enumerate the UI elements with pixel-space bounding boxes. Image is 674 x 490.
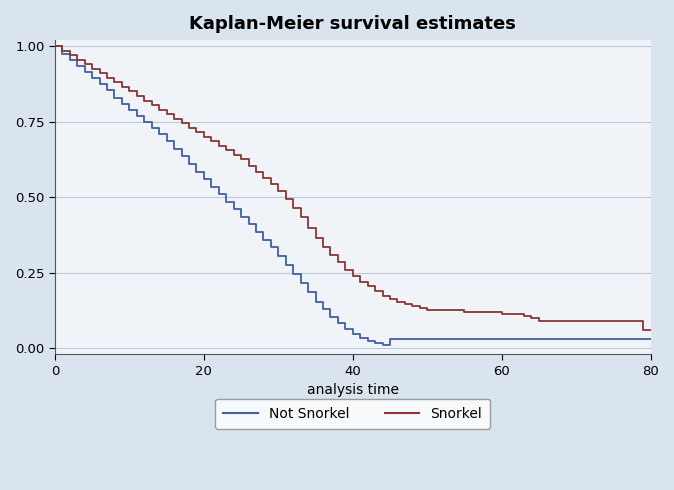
Title: Kaplan-Meier survival estimates: Kaplan-Meier survival estimates [189,15,516,33]
Legend: Not Snorkel, Snorkel: Not Snorkel, Snorkel [215,398,491,429]
X-axis label: analysis time: analysis time [307,383,399,397]
